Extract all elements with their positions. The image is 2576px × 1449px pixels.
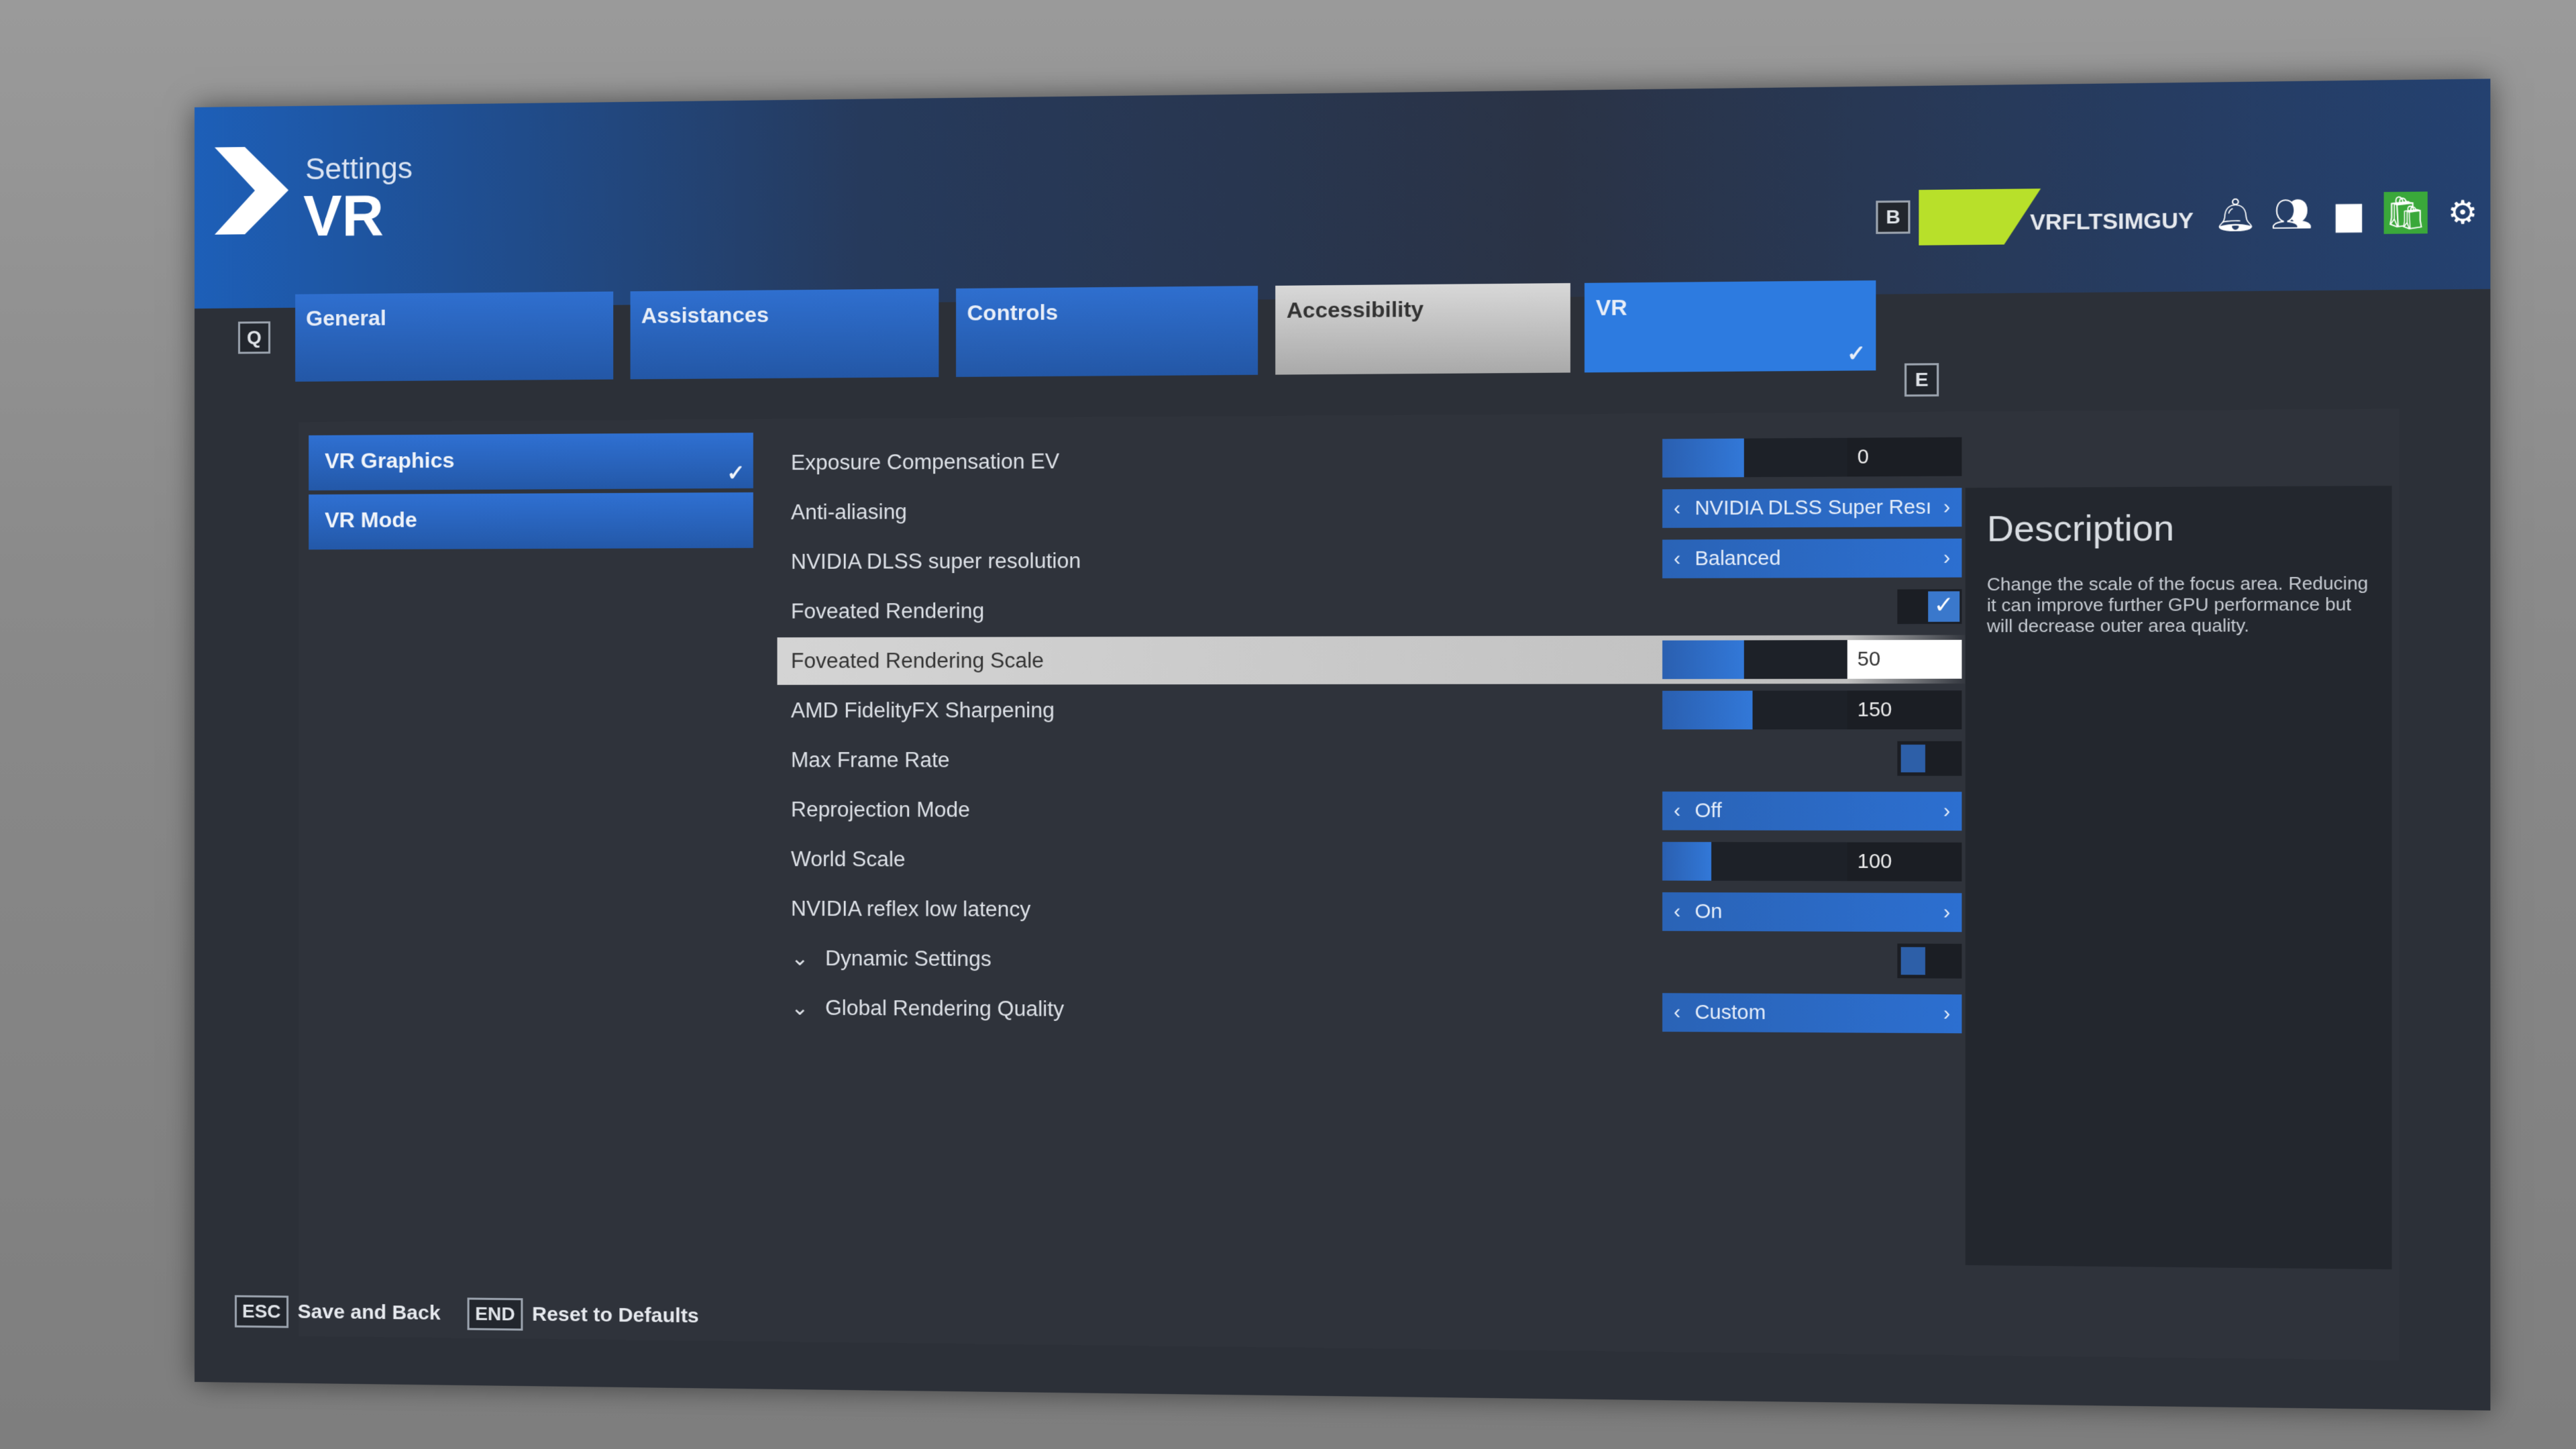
check-icon: ✓ bbox=[1928, 591, 1960, 623]
reset-label: Reset to Defaults bbox=[532, 1303, 699, 1328]
selector-value: On bbox=[1695, 900, 1723, 923]
arrow-right-icon[interactable]: › bbox=[1943, 496, 1951, 519]
foveated-rendering-scale-slider[interactable]: 50 bbox=[1662, 639, 1962, 680]
setting-label: Exposure Compensation EV bbox=[791, 449, 1060, 475]
sidebar-item-vr-mode[interactable]: VR Mode bbox=[309, 492, 753, 550]
header-banner bbox=[195, 78, 2491, 309]
setting-label: Anti-aliasing bbox=[791, 499, 908, 525]
slider-value[interactable]: 100 bbox=[1847, 842, 1962, 881]
chevron-logo-icon bbox=[214, 146, 288, 235]
setting-label: Max Frame Rate bbox=[791, 748, 950, 772]
chat-icon[interactable]: ▆ bbox=[2336, 195, 2362, 232]
sidebar-item-label: VR Graphics bbox=[325, 447, 455, 473]
slider-fill bbox=[1662, 842, 1712, 881]
setting-label: Foveated Rendering bbox=[791, 598, 985, 623]
next-tab-key[interactable]: E bbox=[1904, 363, 1939, 397]
selector-value: NVIDIA DLSS Super Resı bbox=[1695, 496, 1932, 519]
exposure-compensation-ev-slider[interactable]: 0 bbox=[1662, 437, 1962, 478]
tab-vr[interactable]: VR ✓ bbox=[1584, 280, 1876, 373]
shop-icon[interactable]: 🛍︎ bbox=[2383, 191, 2428, 234]
arrow-left-icon[interactable]: ‹ bbox=[1673, 497, 1681, 520]
slider-fill bbox=[1662, 690, 1752, 730]
tab-general[interactable]: General bbox=[295, 291, 614, 382]
tab-controls[interactable]: Controls bbox=[956, 286, 1258, 377]
slider-value[interactable]: 50 bbox=[1847, 639, 1962, 679]
setting-row-max-frame-rate[interactable]: Max Frame Rate bbox=[777, 737, 1969, 785]
reset-defaults-button[interactable]: END Reset to Defaults bbox=[467, 1297, 699, 1332]
slider-value[interactable]: 0 bbox=[1847, 437, 1962, 477]
setting-label: AMD FidelityFX Sharpening bbox=[791, 698, 1055, 722]
arrow-right-icon[interactable]: › bbox=[1943, 1002, 1951, 1025]
max-frame-rate-toggle[interactable] bbox=[1897, 741, 1962, 776]
username[interactable]: VRFLTSIMGUY bbox=[2030, 207, 2194, 235]
setting-label: Dynamic Settings bbox=[825, 946, 991, 971]
slider-value[interactable]: 150 bbox=[1847, 690, 1962, 730]
anti-aliasing-selector[interactable]: ‹ NVIDIA DLSS Super Resı › bbox=[1662, 488, 1962, 528]
friends-icon[interactable]: 👥︎ bbox=[2271, 195, 2314, 232]
arrow-left-icon[interactable]: ‹ bbox=[1673, 900, 1681, 922]
world-scale-slider[interactable]: 100 bbox=[1662, 842, 1962, 881]
tab-accessibility[interactable]: Accessibility bbox=[1275, 282, 1570, 375]
foveated-rendering-checkbox[interactable]: ✓ bbox=[1897, 589, 1962, 625]
description-panel: Description Change the scale of the focu… bbox=[1965, 486, 2392, 1270]
gear-icon[interactable]: ⚙ bbox=[2447, 193, 2478, 231]
setting-label: NVIDIA DLSS super resolution bbox=[791, 549, 1081, 574]
setting-label: Foveated Rendering Scale bbox=[791, 648, 1044, 673]
description-text: Change the scale of the focus area. Redu… bbox=[1986, 572, 2369, 637]
setting-label: Global Rendering Quality bbox=[825, 996, 1065, 1021]
arrow-left-icon[interactable]: ‹ bbox=[1673, 547, 1681, 570]
settings-window: Settings VR B VRFLTSIMGUY 🔔︎ 👥︎ ▆ 🛍︎ ⚙ Q… bbox=[195, 78, 2491, 1411]
selector-value: Balanced bbox=[1695, 547, 1781, 570]
global-rendering-quality-selector[interactable]: ‹ Custom › bbox=[1662, 993, 1962, 1034]
profile-key-hint: B bbox=[1876, 200, 1911, 234]
description-title: Description bbox=[1986, 508, 2175, 550]
arrow-left-icon[interactable]: ‹ bbox=[1673, 1001, 1681, 1024]
page-title: VR bbox=[303, 182, 384, 249]
slider-fill bbox=[1662, 438, 1744, 478]
dynamic-settings-toggle[interactable] bbox=[1897, 943, 1962, 979]
amd-fidelityfx-sharpening-slider[interactable]: 150 bbox=[1662, 690, 1962, 730]
check-icon: ✓ bbox=[1846, 340, 1866, 366]
setting-row-foveated-rendering[interactable]: Foveated Rendering bbox=[777, 584, 1969, 635]
page-subtitle: Settings bbox=[305, 152, 413, 186]
slider-fill bbox=[1662, 640, 1744, 680]
chevron-down-icon[interactable]: ⌄ bbox=[791, 996, 809, 1020]
arrow-right-icon[interactable]: › bbox=[1943, 901, 1951, 924]
bell-icon[interactable]: 🔔︎ bbox=[2214, 195, 2257, 233]
check-icon: ✓ bbox=[727, 460, 745, 486]
sidebar-item-vr-graphics[interactable]: VR Graphics ✓ bbox=[309, 432, 753, 491]
save-label: Save and Back bbox=[297, 1300, 441, 1325]
end-key: END bbox=[467, 1297, 523, 1331]
arrow-right-icon[interactable]: › bbox=[1943, 546, 1951, 569]
reprojection-mode-selector[interactable]: ‹ Off › bbox=[1662, 791, 1962, 831]
tab-vr-label: VR bbox=[1595, 294, 1627, 321]
esc-key: ESC bbox=[234, 1295, 288, 1328]
setting-row-dynamic-settings[interactable]: ⌄ Dynamic Settings bbox=[777, 934, 1969, 987]
nvidia-reflex-low-latency-selector[interactable]: ‹ On › bbox=[1662, 892, 1962, 932]
toggle-knob bbox=[1900, 745, 1925, 773]
selector-value: Off bbox=[1695, 799, 1722, 822]
setting-label: Reprojection Mode bbox=[791, 797, 970, 822]
nvidia-dlss-super-resolution-selector[interactable]: ‹ Balanced › bbox=[1662, 538, 1962, 579]
selector-value: Custom bbox=[1695, 1001, 1766, 1024]
arrow-right-icon[interactable]: › bbox=[1943, 800, 1951, 822]
toggle-knob bbox=[1900, 947, 1925, 975]
chevron-down-icon[interactable]: ⌄ bbox=[791, 946, 809, 970]
save-and-back-button[interactable]: ESC Save and Back bbox=[234, 1295, 441, 1330]
setting-label: NVIDIA reflex low latency bbox=[791, 896, 1031, 922]
setting-label: World Scale bbox=[791, 847, 906, 871]
prev-tab-key[interactable]: Q bbox=[237, 321, 271, 354]
arrow-left-icon[interactable]: ‹ bbox=[1673, 799, 1681, 822]
tab-assistances[interactable]: Assistances bbox=[630, 288, 939, 380]
